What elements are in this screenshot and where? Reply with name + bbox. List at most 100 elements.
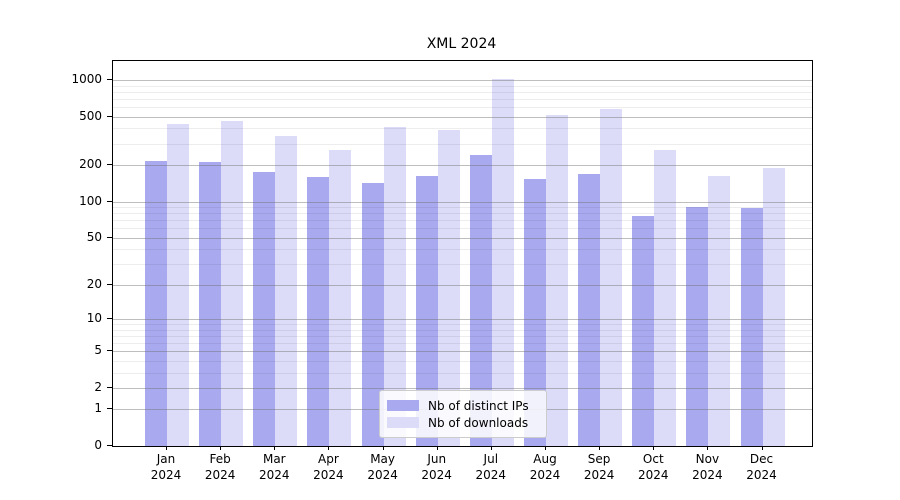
minor-gridline-8 (113, 329, 812, 331)
legend-item-distinct-ips: Nb of distinct IPs (387, 397, 538, 414)
minor-gridline-300 (113, 143, 812, 145)
bar-downloads-may (383, 126, 406, 446)
major-gridline-200 (113, 165, 812, 166)
bar-downloads-jun (437, 130, 460, 446)
minor-gridline-60 (113, 228, 812, 230)
y-tick-mark-10 (107, 318, 112, 319)
x-tick-mark-dec (761, 446, 763, 450)
x-tick-label-oct: Oct 2024 (638, 452, 669, 482)
minor-gridline-80 (113, 213, 812, 215)
major-gridline-100 (113, 201, 812, 203)
y-tick-label-50: 50 (86, 229, 102, 244)
bar-downloads-nov (708, 176, 731, 446)
x-tick-mark-nov (707, 446, 709, 450)
minor-gridline-9 (113, 324, 812, 325)
major-gridline-50 (113, 237, 812, 239)
x-tick-label-apr: Apr 2024 (313, 452, 344, 482)
legend-label-downloads: Nb of downloads (428, 415, 529, 430)
x-tick-mark-jul (490, 446, 492, 450)
major-gridline-20 (113, 284, 812, 286)
x-tick-label-jan: Jan 2024 (150, 452, 182, 482)
x-tick-label-dec: Dec 2024 (746, 452, 777, 482)
bar-distinct-ips-mar (253, 172, 276, 446)
x-tick-mark-apr (328, 446, 330, 450)
y-tick-mark-50 (107, 236, 112, 238)
bar-distinct-ips-sep (578, 173, 601, 446)
minor-gridline-600 (113, 107, 812, 108)
major-gridline-2 (113, 387, 812, 389)
x-tick-mark-feb (220, 446, 222, 450)
y-tick-mark-2 (107, 386, 112, 388)
plot-area (112, 60, 813, 447)
x-tick-label-sep: Sep 2024 (583, 452, 615, 482)
bar-downloads-apr (329, 149, 352, 446)
y-tick-mark-20 (107, 283, 112, 285)
x-tick-mark-aug (545, 446, 546, 450)
major-gridline-10 (113, 319, 812, 320)
minor-gridline-3 (113, 372, 812, 374)
y-tick-mark-200 (107, 164, 112, 165)
legend-swatch-distinct-ips (387, 400, 419, 411)
y-tick-label-0: 0 (94, 438, 102, 452)
x-tick-mark-sep (599, 446, 601, 450)
y-tick-label-2: 2 (94, 379, 102, 394)
x-tick-mark-jun (436, 446, 438, 450)
minor-gridline-900 (113, 85, 812, 87)
y-tick-label-200: 200 (79, 157, 102, 171)
bar-downloads-jul (491, 79, 514, 446)
y-tick-mark-500 (107, 115, 112, 117)
y-tick-label-1: 1 (94, 401, 102, 416)
minor-gridline-30 (113, 264, 812, 266)
x-tick-label-feb: Feb 2024 (204, 452, 236, 482)
bar-distinct-ips-dec (740, 208, 763, 446)
x-tick-label-may: May 2024 (367, 452, 398, 482)
legend-label-distinct-ips: Nb of distinct IPs (428, 398, 529, 413)
y-tick-label-10: 10 (86, 311, 102, 325)
bar-distinct-ips-aug (524, 179, 546, 446)
bar-downloads-sep (600, 108, 623, 446)
minor-gridline-7 (113, 335, 812, 337)
major-gridline-500 (113, 116, 812, 118)
minor-gridline-4 (113, 360, 812, 362)
minor-gridline-6 (113, 342, 812, 344)
y-tick-mark-1000 (107, 78, 112, 80)
bar-distinct-ips-oct (632, 215, 655, 446)
x-tick-label-nov: Nov 2024 (692, 452, 723, 482)
bar-distinct-ips-jan (145, 160, 167, 446)
bar-distinct-ips-apr (307, 177, 330, 446)
y-tick-label-5: 5 (94, 343, 102, 358)
y-tick-mark-0 (107, 445, 112, 446)
y-tick-label-100: 100 (79, 193, 102, 208)
legend: Nb of distinct IPs Nb of downloads (379, 390, 547, 438)
y-tick-mark-1 (107, 408, 112, 410)
y-tick-label-1000: 1000 (71, 71, 102, 86)
bar-downloads-aug (546, 114, 568, 446)
bar-downloads-mar (275, 135, 298, 446)
x-tick-mark-may (382, 446, 384, 450)
bar-distinct-ips-nov (686, 207, 709, 446)
legend-swatch-downloads (387, 417, 419, 428)
minor-gridline-40 (113, 249, 812, 251)
y-tick-mark-5 (107, 350, 112, 352)
minor-gridline-800 (113, 91, 812, 93)
bar-distinct-ips-feb (199, 162, 222, 446)
bar-downloads-jan (167, 123, 189, 446)
bar-distinct-ips-may (361, 182, 384, 446)
y-tick-label-20: 20 (86, 276, 102, 291)
y-tick-label-500: 500 (79, 108, 102, 123)
x-tick-mark-jan (166, 446, 167, 450)
minor-gridline-90 (113, 207, 812, 208)
x-tick-label-jul: Jul 2024 (475, 452, 507, 482)
bar-downloads-feb (221, 120, 244, 446)
legend-item-downloads: Nb of downloads (387, 414, 538, 431)
y-tick-mark-100 (107, 200, 112, 202)
major-gridline-1000 (113, 79, 812, 81)
minor-gridline-700 (113, 98, 812, 100)
bar-distinct-ips-jun (415, 176, 438, 446)
chart-title: XML 2024 (426, 36, 497, 52)
bar-distinct-ips-jul (469, 155, 492, 446)
bar-downloads-dec (762, 167, 785, 446)
x-tick-label-aug: Aug 2024 (529, 452, 561, 482)
x-tick-mark-mar (274, 446, 276, 450)
